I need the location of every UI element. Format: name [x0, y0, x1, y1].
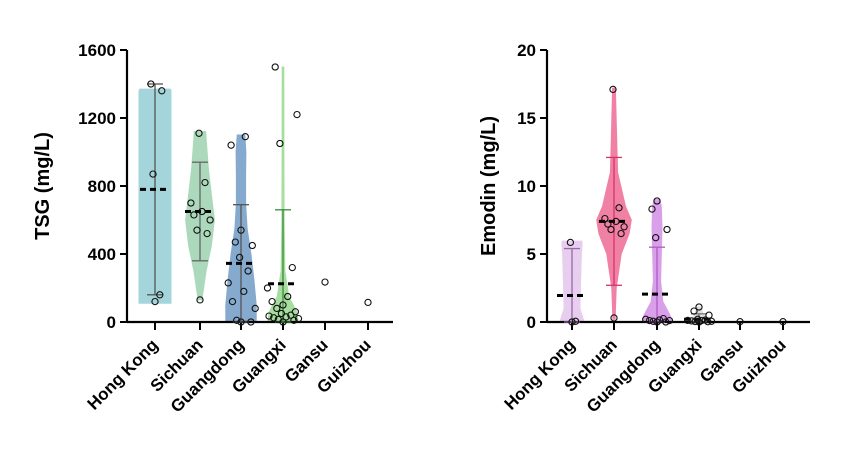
y-tick-label: 400 [88, 245, 116, 264]
y-tick-label: 10 [517, 177, 536, 196]
data-point-sichuan [198, 207, 206, 216]
y-axis-title: TSG (mg/L) [32, 132, 54, 240]
data-point-guangdong [235, 253, 244, 262]
data-point-guangxi [697, 316, 706, 325]
data-point-sichuan [601, 214, 609, 223]
y-tick-label: 0 [107, 313, 116, 332]
data-point-guangdong [240, 287, 248, 296]
data-point-sichuan [604, 220, 612, 228]
data-point-guizhou [779, 318, 787, 326]
data-point-guangxi [291, 308, 300, 316]
data-point-guizhou [364, 298, 372, 307]
data-point-guangdong [653, 197, 661, 205]
violin-guangxi [267, 66, 299, 323]
y-tick-label: 1600 [78, 41, 116, 60]
data-point-guangdong [663, 225, 671, 234]
data-point-sichuan [190, 211, 198, 219]
data-point-hong-kong [566, 238, 575, 247]
data-point-guangdong [237, 226, 245, 234]
data-point-guangxi [694, 315, 702, 323]
data-point-sichuan [607, 225, 615, 234]
data-point-guangxi [284, 292, 292, 301]
y-tick-label: 15 [517, 109, 536, 128]
data-point-guangdong [642, 315, 650, 323]
data-point-sichuan [193, 226, 201, 234]
data-point-guangdong [665, 316, 674, 325]
data-point-guangxi [701, 316, 709, 324]
data-point-hong-kong [156, 291, 164, 299]
data-point-guangxi [705, 311, 713, 319]
data-point-sichuan [196, 296, 204, 304]
data-point-guangdong [659, 314, 667, 323]
y-tick-label: 5 [527, 245, 536, 264]
data-point-guangdong [237, 318, 245, 326]
data-point-sichuan [201, 178, 209, 187]
data-point-guangxi [271, 63, 279, 71]
data-point-sichuan [617, 229, 625, 238]
data-point-hong-kong [149, 170, 157, 178]
y-tick-label: 1200 [78, 109, 116, 128]
data-point-sichuan [203, 229, 211, 238]
data-point-hong-kong [158, 87, 166, 95]
data-point-sichuan [610, 314, 618, 322]
data-point-guangdong [248, 241, 256, 250]
data-point-guangdong [228, 297, 237, 306]
data-point-guangxi [263, 284, 272, 292]
data-point-guangxi [690, 307, 698, 315]
data-point-guangxi [294, 314, 303, 323]
data-point-hong-kong [571, 317, 580, 325]
data-point-guangdong [233, 316, 241, 324]
data-point-guangdong [231, 238, 239, 246]
data-point-sichuan [206, 216, 214, 224]
y-axis-title: Emodin (mg/L) [478, 116, 500, 256]
data-point-hong-kong [151, 297, 159, 306]
data-point-guangdong [648, 205, 656, 213]
data-point-gansu [321, 278, 329, 286]
data-point-guangxi [290, 316, 298, 324]
data-point-guangxi [287, 311, 295, 319]
data-point-guangdong [655, 316, 664, 324]
data-point-guangdong [247, 318, 255, 326]
data-point-guangxi [277, 309, 286, 318]
data-point-guangdong [224, 279, 232, 287]
y-tick-label: 0 [527, 313, 536, 332]
data-point-sichuan [195, 129, 203, 137]
data-point-guangdong [241, 133, 249, 141]
data-point-guangxi [288, 263, 296, 272]
data-point-hong-kong [568, 318, 576, 326]
data-point-sichuan [187, 199, 195, 207]
data-point-guangdong [251, 304, 259, 313]
data-point-sichuan [620, 223, 628, 231]
data-point-gansu [736, 318, 744, 326]
x-tick-label-hong-kong: Hong Kong [84, 335, 162, 413]
data-point-guangdong [227, 141, 235, 149]
data-point-sichuan [609, 85, 617, 94]
data-point-sichuan [615, 204, 623, 212]
data-point-guangdong [244, 267, 252, 275]
data-point-guangxi [265, 312, 273, 320]
data-point-guangxi [695, 303, 703, 311]
data-point-guangxi [282, 313, 290, 321]
data-point-guangxi [270, 314, 278, 322]
data-point-hong-kong [147, 80, 155, 88]
data-point-sichuan [612, 217, 620, 226]
data-point-guangxi [274, 315, 282, 324]
data-point-guangdong [645, 316, 654, 325]
data-point-guangxi [273, 304, 281, 313]
data-point-guangxi [268, 297, 276, 306]
data-point-guangxi [276, 139, 284, 148]
data-point-guangdong [652, 234, 660, 242]
data-point-guangxi [684, 316, 692, 325]
data-point-guangxi [279, 301, 287, 309]
y-tick-label: 800 [88, 177, 116, 196]
y-tick-label: 20 [517, 41, 536, 60]
data-point-guangxi [293, 110, 301, 119]
